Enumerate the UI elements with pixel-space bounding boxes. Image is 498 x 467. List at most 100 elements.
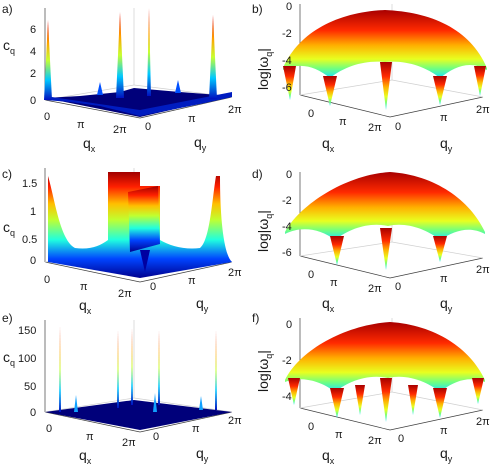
ytick-f-2: 2π [476,416,490,428]
cusp-d-3 [433,236,447,262]
panel-a: a) 0 2 4 6 cq 0 π 2π qx [2,2,242,154]
ytick-a-2: 2π [228,104,242,116]
ztick-b-2: -4 [282,55,292,67]
ylabel-c: qy [196,295,209,314]
xtick-e-2: 2π [122,437,136,449]
ztick-d-1: -2 [282,195,292,207]
dip-c [140,250,150,272]
cusp-f-6 [433,388,447,418]
ylabel-f: qy [440,445,453,464]
ripple-e-1 [74,395,78,412]
panel-e: e) 0 50 100 150 cq 0 π 2π qx 0 [2,311,242,466]
ztick-d-0: 0 [286,169,292,181]
xtick-b-2: 2π [368,122,382,134]
surface-a-floor [45,88,232,117]
zlabel-d: log|ωq| [255,210,274,252]
ztick-f-1: -2 [282,355,292,367]
ytick-c-0: 0 [150,281,156,293]
panel-label-d: d) [252,167,263,181]
ylabel-a: qy [194,134,207,153]
xtick-a-1: π [77,119,85,131]
ytick-d-1: π [440,273,448,285]
xtick-f-0: 0 [308,421,314,433]
ytick-d-0: 0 [395,281,401,293]
xtick-a-0: 0 [44,111,50,123]
ripple-e-3 [199,396,203,410]
ztick-d-2: -4 [282,221,292,233]
cusp-b-2 [323,76,337,106]
ripple-a-2 [175,80,181,93]
ztick-b-1: -2 [282,28,292,40]
xtick-a-2: 2π [113,124,127,136]
zlabel-f: log|ωq| [255,350,274,392]
ytick-b-1: π [440,112,448,124]
dome-f [285,322,485,392]
panel-label-f: f) [252,311,259,325]
ztick-a-3: 6 [30,24,36,36]
ztick-d-3: -6 [282,247,292,259]
cusp-f-2 [330,388,344,418]
cusp-b-5 [474,66,486,96]
cusp-b-4 [433,76,447,105]
xlabel-b: qx [322,135,335,154]
ytick-a-1: π [188,113,196,125]
surface-e-floor [45,400,232,430]
panel-label-e: e) [2,311,13,325]
surface-a [44,8,232,117]
peak-e-5 [215,330,217,410]
xtick-f-2: 2π [368,435,382,447]
ytick-e-1: π [192,423,200,435]
panel-label-c: c) [2,167,12,181]
surface-e [45,326,232,430]
surface-a-skirt [45,92,232,116]
ztick-e-1: 50 [24,381,36,393]
ztick-c-3: 1.5 [22,178,37,190]
xlabel-a: qx [83,135,96,154]
panel-c: c) 0 0.5 1 1.5 cq 0 π 2π qx 0 π 2π qy [2,167,242,316]
ztick-e-3: 150 [18,325,36,337]
peak-e-3 [131,328,133,405]
cusp-d-1 [330,236,344,265]
panel-f: f) 0 -2 -4 log|ωq| 0 π 2π qx 0 π 2π [252,311,490,466]
surface-f [285,322,485,422]
peak-a-2 [116,12,124,98]
xtick-e-0: 0 [46,423,52,435]
cusp-f-1 [288,378,300,405]
ytick-d-2: 2π [476,264,490,276]
xtick-f-1: π [335,429,343,441]
panel-d: d) 0 -2 -4 -6 log|ωq| 0 π 2π qx 0 π 2π q… [252,167,490,314]
ylabel-d: qy [440,295,453,314]
xtick-c-2: 2π [118,288,132,300]
ztick-f-0: 0 [286,319,292,331]
peak-e-1 [59,326,61,412]
ylabel-b: qy [440,135,453,154]
xtick-c-1: π [80,281,88,293]
peak-e-2 [117,330,119,408]
xtick-d-2: 2π [368,283,382,295]
cusp-b-3 [380,62,392,110]
ytick-e-0: 0 [153,431,159,443]
dome-d [285,172,485,240]
surface-b [283,10,487,110]
xlabel-c: qx [79,297,92,316]
ripple-e-2 [153,393,157,412]
ytick-a-0: 0 [145,121,151,133]
panel-label-a: a) [2,2,13,16]
ztick-e-2: 100 [18,353,36,365]
cusp-d-2 [380,228,392,270]
ripple-a-1 [97,82,103,95]
xtick-b-0: 0 [308,108,314,120]
ztick-b-0: 0 [286,1,292,13]
surface-c [48,172,232,278]
xlabel-d: qx [322,295,335,314]
ytick-b-0: 0 [395,121,401,133]
panel-label-b: b) [252,2,263,16]
xlabel-f: qx [322,447,335,466]
zlabel-e: cq [3,349,15,368]
xtick-d-1: π [330,277,338,289]
ytick-b-2: 2π [476,104,490,116]
ztick-e-0: 0 [30,407,36,419]
ztick-a-1: 2 [30,68,36,80]
ztick-a-0: 0 [30,95,36,107]
